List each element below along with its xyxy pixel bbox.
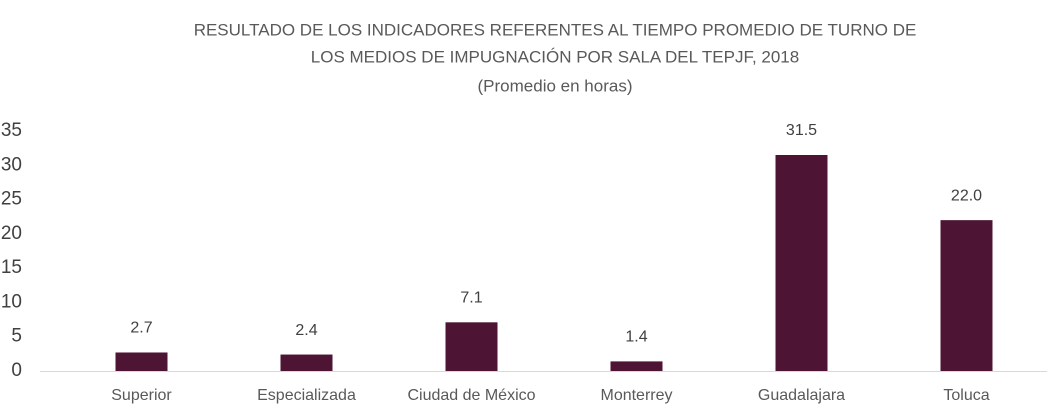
chart-title: RESULTADO DE LOS INDICADORES REFERENTES …: [194, 20, 917, 39]
x-tick-label: Ciudad de México: [407, 387, 535, 404]
y-tick-label: 0: [11, 360, 22, 381]
bar: [940, 220, 993, 371]
x-tick-label: Superior: [111, 387, 172, 404]
bar: [445, 322, 498, 371]
x-tick-label: Toluca: [943, 387, 989, 404]
y-tick-label: 25: [1, 189, 22, 210]
y-tick-label: 35: [1, 120, 22, 141]
bar: [115, 352, 168, 371]
y-tick-label: 30: [1, 154, 22, 175]
value-label: 2.4: [295, 322, 317, 339]
x-tick-label: Guadalajara: [758, 387, 845, 404]
chart-title: LOS MEDIOS DE IMPUGNACIÓN POR SALA DEL T…: [311, 47, 799, 66]
bar: [280, 354, 333, 371]
x-tick-label: Especializada: [257, 387, 356, 404]
value-label: 7.1: [460, 290, 482, 307]
value-label: 2.7: [130, 320, 152, 337]
y-tick-label: 5: [11, 326, 22, 347]
value-label: 22.0: [951, 187, 982, 204]
bar: [775, 155, 828, 371]
value-label: 31.5: [786, 122, 817, 139]
value-label: 1.4: [625, 329, 647, 346]
chart-subtitle: (Promedio en horas): [478, 76, 633, 95]
x-tick-label: Monterrey: [600, 387, 672, 404]
y-tick-label: 15: [1, 257, 22, 278]
y-tick-label: 10: [1, 291, 22, 312]
bar: [610, 361, 663, 371]
y-tick-label: 20: [1, 223, 22, 244]
